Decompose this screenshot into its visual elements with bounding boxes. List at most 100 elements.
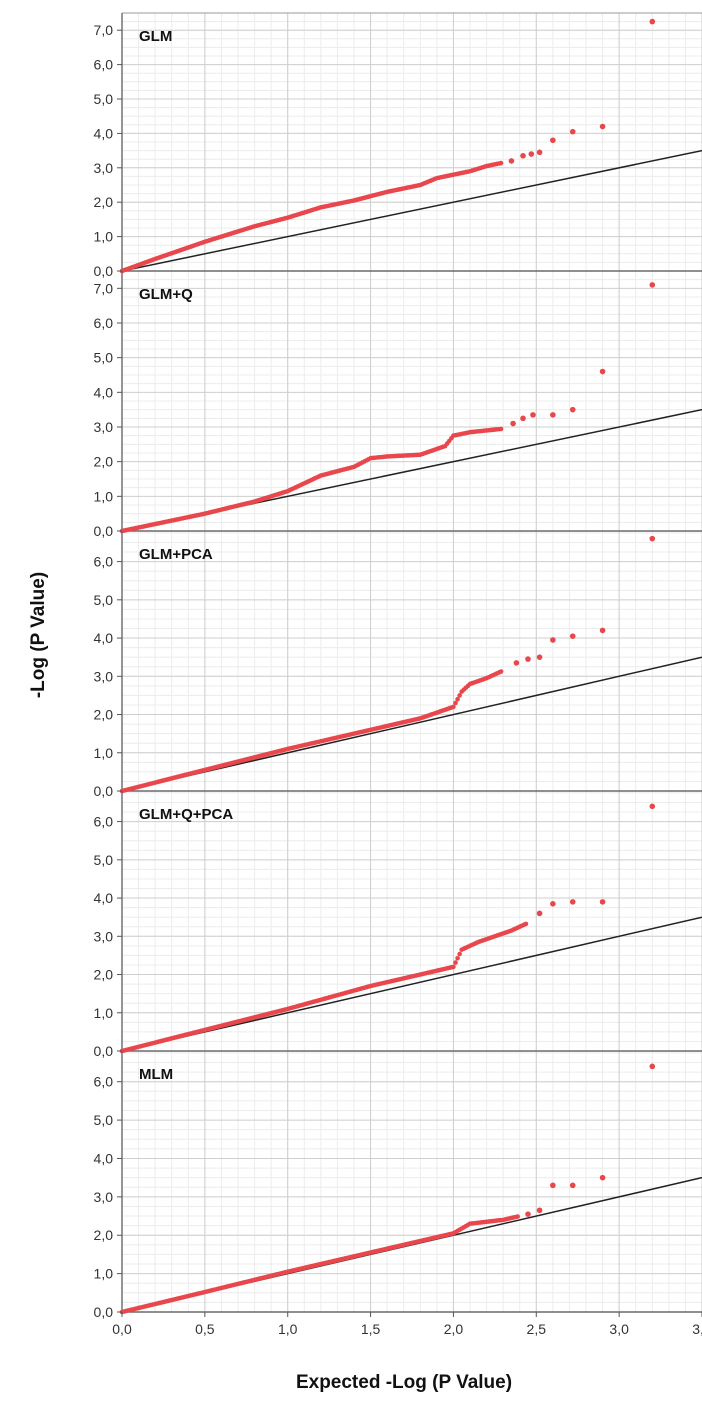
observed-point: [523, 921, 529, 927]
y-tick-label: 3,0: [94, 160, 114, 176]
y-tick-label: 6,0: [94, 814, 114, 830]
y-tick-label: 5,0: [94, 852, 114, 868]
outlier-point: [649, 803, 656, 810]
y-tick-label: 0,0: [94, 783, 114, 799]
outlier-point: [525, 656, 531, 662]
outlier-point: [599, 123, 606, 130]
panel-label: GLM+Q+PCA: [139, 806, 233, 823]
x-tick-label: 3,0: [609, 1321, 629, 1337]
y-tick-label: 5,0: [94, 91, 114, 107]
outlier-point: [599, 1174, 606, 1181]
y-tick-label: 4,0: [94, 630, 114, 646]
y-axis-title: -Log (P Value): [28, 572, 49, 698]
x-tick-label: 3,5: [692, 1321, 702, 1337]
outlier-point: [649, 535, 656, 542]
y-tick-label: 4,0: [94, 125, 114, 141]
outlier-point: [510, 420, 516, 427]
panel-glm: GLM: [119, 12, 702, 274]
y-tick-label: 5,0: [94, 350, 114, 366]
y-tick-label: 7,0: [94, 22, 114, 38]
y-tick-label: 2,0: [94, 454, 114, 470]
panel-glm-plus-q-plus-pca: GLM+Q+PCA: [119, 791, 702, 1054]
outlier-point: [528, 151, 535, 157]
y-tick-label: 2,0: [94, 1227, 114, 1243]
observed-point: [453, 700, 458, 706]
y-tick-label: 4,0: [94, 1150, 114, 1166]
outlier-point: [569, 899, 576, 905]
panels-layer: GLM GLM+Q GLM+PCA GLM+Q+PCA MLM: [119, 12, 702, 1315]
outlier-point: [649, 18, 656, 25]
outlier-point: [536, 654, 543, 660]
y-tick-label: 3,0: [94, 1189, 114, 1205]
y-tick-label: 1,0: [94, 229, 114, 245]
x-tick-label: 2,5: [527, 1321, 547, 1337]
outlier-point: [569, 633, 576, 639]
x-tick-label: 1,5: [361, 1321, 381, 1337]
outlier-point: [569, 406, 576, 413]
outlier-point: [536, 149, 543, 156]
outlier-point: [508, 158, 515, 164]
x-tick-label: 2,0: [444, 1321, 464, 1337]
grid-layer: [122, 13, 702, 1312]
y-tick-label: 2,0: [94, 707, 114, 723]
outlier-point: [550, 137, 556, 144]
panel-glm-plus-pca: GLM+PCA: [119, 531, 702, 794]
y-tick-label: 5,0: [94, 592, 114, 608]
y-tick-label: 6,0: [94, 315, 114, 331]
panel-label: GLM+PCA: [139, 546, 213, 563]
outlier-point: [513, 660, 520, 666]
y-axis: 0,0 1,0 2,0 3,0 4,0 5,0 6,0 7,0 0,0 1,0 2,0 3,0 4,0 5…: [94, 22, 122, 1320]
outlier-point: [569, 1182, 576, 1189]
observed-point: [498, 160, 504, 166]
outlier-point: [550, 637, 556, 643]
y-tick-label: 0,0: [94, 523, 114, 539]
outlier-point: [536, 910, 543, 917]
y-tick-label: 1,0: [94, 1005, 114, 1021]
x-tick-label: 1,0: [278, 1321, 298, 1337]
y-tick-label: 3,0: [94, 419, 114, 435]
y-tick-label: 3,0: [94, 668, 114, 684]
y-tick-label: 7,0: [94, 280, 114, 296]
observed-point: [455, 696, 460, 702]
panel-label: MLM: [139, 1066, 173, 1083]
y-tick-label: 6,0: [94, 554, 114, 570]
y-tick-label: 6,0: [94, 57, 114, 73]
panel-glm-plus-q: GLM+Q: [119, 271, 702, 534]
panel-label: GLM: [139, 28, 172, 45]
observed-point: [453, 960, 458, 965]
y-tick-label: 5,0: [94, 1112, 114, 1128]
panel-label: GLM+Q: [139, 286, 193, 303]
outlier-point: [520, 415, 526, 422]
x-tick-label: 0,0: [112, 1321, 132, 1337]
outlier-point: [550, 412, 556, 418]
y-tick-label: 1,0: [94, 1266, 114, 1282]
x-tick-label: 0,5: [195, 1321, 215, 1337]
observed-point: [457, 693, 462, 698]
y-tick-label: 0,0: [94, 1043, 114, 1059]
outlier-point: [520, 152, 526, 159]
y-tick-label: 0,0: [94, 1304, 114, 1320]
y-tick-label: 3,0: [94, 928, 114, 944]
outlier-point: [569, 128, 576, 135]
outlier-point: [530, 412, 536, 418]
y-tick-label: 4,0: [94, 890, 114, 906]
panel-mlm: MLM: [119, 1051, 702, 1315]
outlier-point: [550, 1182, 556, 1189]
observed-point: [498, 669, 504, 674]
observed-point: [515, 1214, 520, 1219]
outlier-point: [599, 368, 606, 375]
outlier-point: [599, 899, 606, 905]
x-axis: 0,0 0,5 1,0 1,5 2,0 2,5 3,0 3,5: [112, 1312, 702, 1337]
y-tick-label: 4,0: [94, 384, 114, 400]
outlier-point: [649, 282, 656, 288]
observed-point: [455, 955, 460, 961]
observed-point: [498, 426, 504, 432]
outlier-point: [525, 1211, 531, 1217]
y-tick-label: 1,0: [94, 745, 114, 761]
y-tick-label: 6,0: [94, 1074, 114, 1090]
y-tick-label: 2,0: [94, 967, 114, 983]
reference-line: [121, 149, 702, 272]
observed-point: [457, 951, 462, 957]
outlier-point: [649, 1063, 656, 1070]
